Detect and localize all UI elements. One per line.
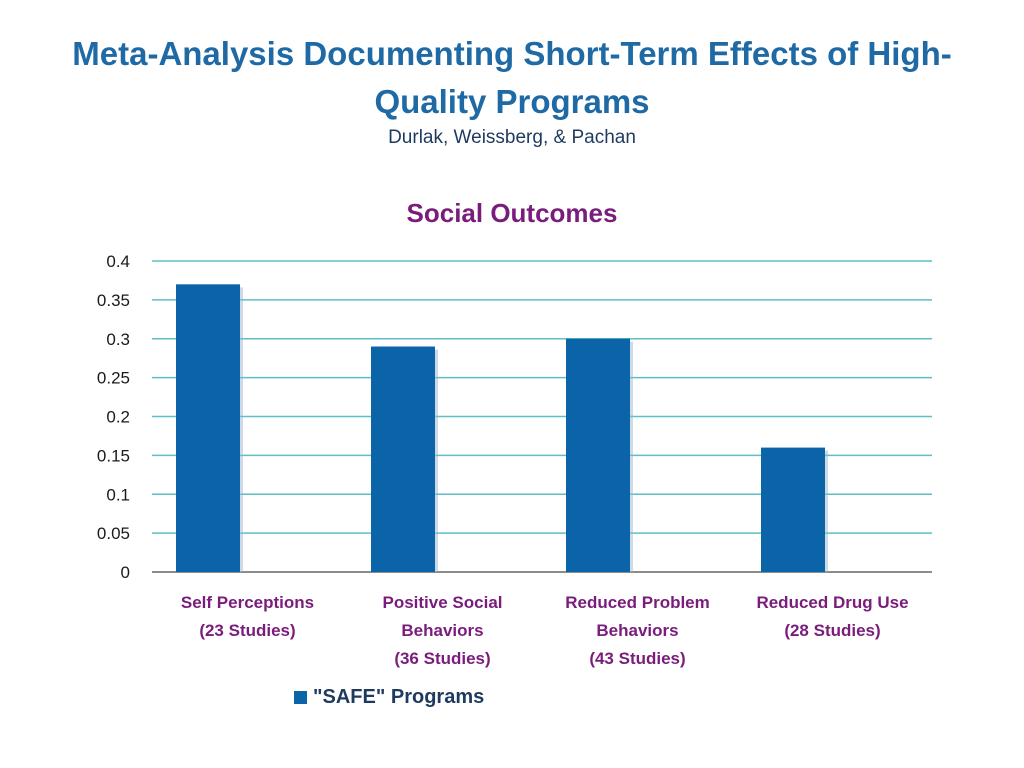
y-tick-label: 0.35	[97, 291, 130, 310]
x-tick-label-line: Behaviors	[596, 621, 678, 640]
slide-title: Meta-Analysis Documenting Short-Term Eff…	[72, 35, 952, 120]
x-tick-label-line: Self Perceptions	[181, 593, 314, 612]
x-tick-label-line: (23 Studies)	[199, 621, 295, 640]
legend-label: "SAFE" Programs	[313, 686, 485, 708]
y-tick-label: 0.1	[106, 485, 130, 504]
x-tick-label: Positive Social Behaviors (36 Studies)	[383, 593, 503, 668]
legend-swatch	[294, 691, 307, 704]
chart-title: Social Outcomes	[406, 198, 618, 228]
y-tick-label: 0.4	[106, 252, 130, 271]
y-tick-label: 0.15	[97, 446, 130, 465]
bar	[371, 346, 435, 572]
x-tick-label-line: Reduced Drug Use	[756, 593, 908, 612]
y-tick-label: 0	[121, 563, 130, 582]
bar	[176, 284, 240, 572]
x-tick-label-line: (43 Studies)	[589, 649, 685, 668]
x-tick-label-line: Reduced Problem	[565, 593, 710, 612]
x-tick-label-line: Behaviors	[401, 621, 483, 640]
x-tick-label-line: (36 Studies)	[394, 649, 490, 668]
x-tick-label: Reduced Problem Behaviors (43 Studies)	[565, 593, 710, 668]
x-tick-label: Reduced Drug Use (28 Studies)	[756, 593, 908, 640]
slide-subtitle: Durlak, Weissberg, & Pachan	[388, 127, 636, 148]
bar	[761, 447, 825, 572]
y-tick-label: 0.2	[106, 408, 130, 427]
legend: "SAFE" Programs	[294, 686, 484, 709]
bar	[566, 338, 630, 572]
x-tick-label-line: (28 Studies)	[784, 621, 880, 640]
y-tick-label: 0.05	[97, 524, 130, 543]
x-tick-label: Self Perceptions (23 Studies)	[181, 593, 314, 640]
y-tick-label: 0.3	[106, 330, 130, 349]
x-tick-label-line: Positive Social	[383, 593, 503, 612]
y-tick-label: 0.25	[97, 369, 130, 388]
